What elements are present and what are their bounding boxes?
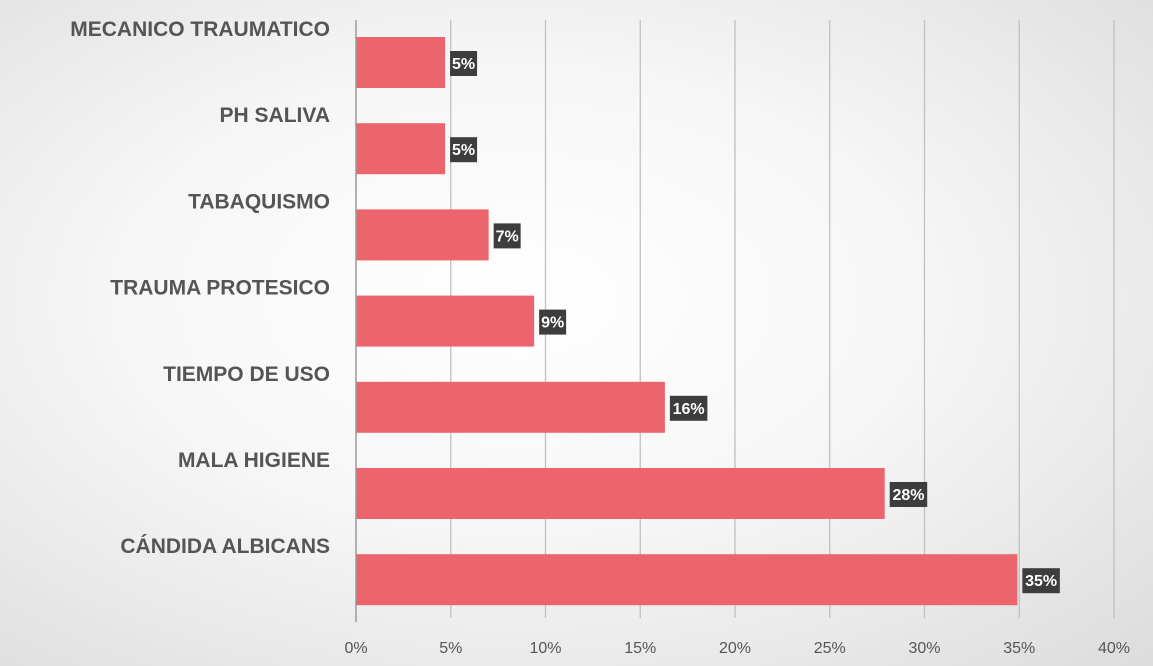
data-label-box — [450, 137, 478, 163]
x-tick-label: 25% — [814, 640, 846, 657]
data-label: 28% — [892, 487, 924, 504]
data-labels: 5% 5% 7% 9% 16% 28% 35% — [450, 51, 1060, 594]
x-tick-label: 10% — [529, 640, 561, 657]
x-tick-label: 30% — [908, 640, 940, 657]
data-label-box — [450, 51, 478, 76]
data-label: 5% — [452, 142, 475, 159]
bar — [356, 554, 1018, 606]
category-label: MECANICO TRAUMATICO — [70, 18, 330, 41]
bar — [356, 381, 665, 433]
category-label: TRAUMA PROTESICO — [110, 277, 330, 300]
x-tick-label: 15% — [624, 640, 656, 657]
category-label: PH SALIVA — [220, 104, 330, 127]
data-label: 5% — [452, 56, 475, 73]
bar — [356, 123, 446, 175]
bar — [356, 209, 489, 261]
bar — [356, 295, 535, 347]
data-label-box — [1022, 568, 1060, 594]
x-tick-label: 0% — [344, 640, 367, 657]
data-label: 35% — [1025, 573, 1057, 590]
x-tick-label: 35% — [1003, 640, 1035, 657]
data-label-box — [493, 223, 521, 249]
gridlines — [450, 20, 1115, 618]
data-label: 16% — [673, 401, 705, 418]
category-label: MALA HIGIENE — [178, 449, 330, 472]
data-label-box — [539, 309, 567, 335]
bar — [356, 37, 446, 88]
data-label-box — [669, 395, 708, 421]
category-label: CÁNDIDA ALBICANS — [120, 535, 330, 558]
data-label: 7% — [496, 228, 519, 245]
x-tick-label: 20% — [719, 640, 751, 657]
category-label: TIEMPO DE USO — [163, 363, 330, 386]
data-label-box — [889, 482, 928, 507]
category-label: TABAQUISMO — [188, 190, 330, 213]
axes: 0% 5% 10% 15% 20% 25% 30% 35% 40% MECANICO TRAUMA… — [70, 18, 1130, 657]
x-tick-label: 5% — [439, 640, 462, 657]
x-tick-label: 40% — [1098, 640, 1130, 657]
data-label: 9% — [541, 315, 564, 332]
bars — [356, 37, 1018, 606]
bar — [356, 468, 885, 519]
